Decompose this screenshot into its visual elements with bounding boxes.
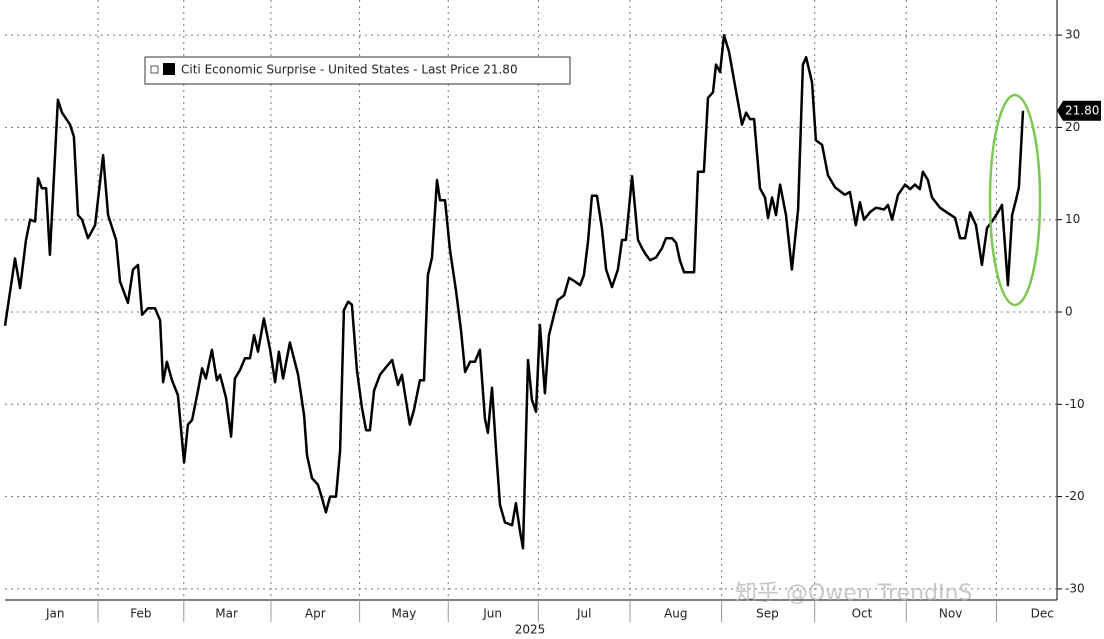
- y-tick-label: 20: [1065, 120, 1080, 134]
- legend: Citi Economic Surprise - United States -…: [144, 56, 571, 85]
- legend-label: Citi Economic Surprise - United States -…: [181, 63, 518, 77]
- x-tick-label: Dec: [1031, 607, 1054, 621]
- legend-box: [144, 56, 571, 85]
- line-series: [3, 33, 1025, 550]
- x-tick-label: Jul: [576, 607, 591, 621]
- x-tick-label: Mar: [215, 607, 238, 621]
- x-tick-label: Nov: [939, 607, 962, 621]
- legend-swatch: [163, 63, 175, 75]
- y-tick-label: 10: [1065, 212, 1080, 226]
- x-tick-label: Apr: [305, 607, 326, 621]
- y-tick-label: 0: [1065, 305, 1073, 319]
- grid: [5, 0, 1057, 600]
- x-axis-title: 2025: [515, 623, 546, 637]
- last-price-tag: [1057, 100, 1101, 121]
- y-tick-label: -20: [1065, 489, 1085, 503]
- y-tick-label: 30: [1065, 28, 1080, 42]
- x-tick-label: Aug: [664, 607, 687, 621]
- x-tick-label: Jan: [45, 607, 65, 621]
- y-tick-label: -30: [1065, 581, 1085, 595]
- y-tick-label: -10: [1065, 397, 1085, 411]
- x-tick-label: Oct: [852, 607, 873, 621]
- legend-toggle: [150, 65, 159, 74]
- watermark: 知乎 @Owen TrendInS: [735, 581, 972, 606]
- x-tick-label: May: [392, 607, 417, 621]
- plot: [3, 33, 1025, 550]
- last-price-label: 21.80: [1065, 103, 1099, 117]
- x-tick-label: Sep: [756, 607, 779, 621]
- x-tick-label: Feb: [130, 607, 151, 621]
- x-tick-label: Jun: [482, 607, 502, 621]
- highlight-ellipse: [988, 93, 1042, 307]
